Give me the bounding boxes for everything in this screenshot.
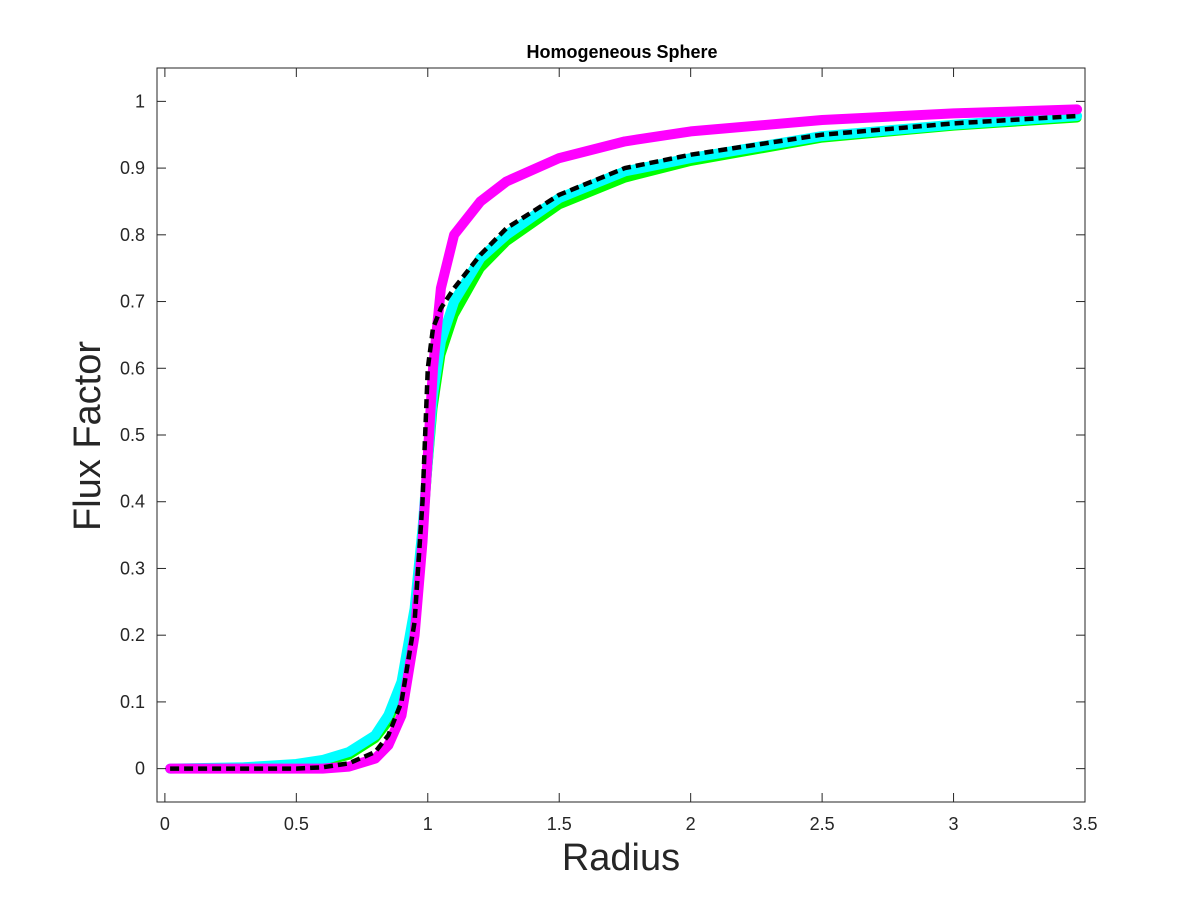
plot-area: 0 0.5 1 1.5 2 2.5 3 3.5 00.10.20.30.40.50.60.70… [120,67,1098,834]
y-tick-label: 0.6 [120,358,145,378]
y-axis-ticks: 0 0.1 0.2 0.3 0.4 0.5 0.6 0.7 0.8 0.9 1 [120,91,1085,779]
y-tick-label: 0.3 [120,558,145,578]
y-tick-label: 0.2 [120,625,145,645]
series-layer [165,104,1083,774]
y-axis-label: Flux Factor [67,341,109,531]
chart-title: Homogeneous Sphere [526,42,717,62]
axes-box [156,67,1086,803]
y-tick-label: 0.7 [120,292,145,312]
x-tick-label: 3 [949,814,959,834]
y-tick-label: 0.4 [120,492,145,512]
x-axis-label: Radius [562,837,680,879]
x-tick-label: 1 [423,814,433,834]
y-tick-label: 0.1 [120,692,145,712]
y-tick-label: 0 [135,759,145,779]
x-axis-ticks: 0 0.5 1 1.5 2 2.5 3 3.5 [160,68,1098,834]
x-tick-label: 0 [160,814,170,834]
y-tick-label: 0.8 [120,225,145,245]
y-tick-label: 1 [135,91,145,111]
x-tick-label: 2 [686,814,696,834]
x-tick-label: 0.5 [284,814,309,834]
y-tick-label: 0.5 [120,425,145,445]
y-tick-label: 0.9 [120,158,145,178]
x-tick-label: 1.5 [547,814,572,834]
x-tick-label: 2.5 [810,814,835,834]
x-tick-label: 3.5 [1072,814,1097,834]
series-line-4 [170,113,1078,771]
series-line-3 [165,104,1083,774]
